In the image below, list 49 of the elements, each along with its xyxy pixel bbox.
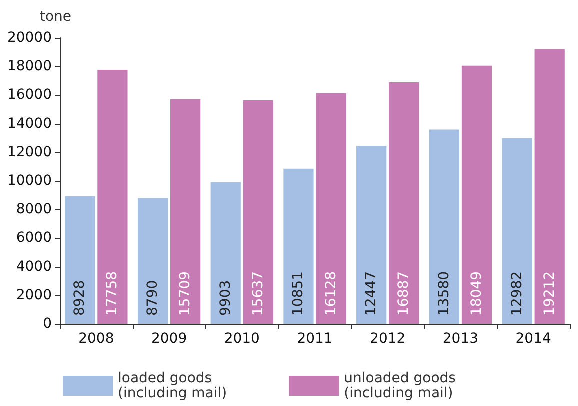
y-axis-title: tone bbox=[40, 9, 72, 25]
data-label: 8790 bbox=[145, 280, 162, 316]
bar bbox=[389, 82, 420, 324]
y-tick-label: 14000 bbox=[7, 116, 52, 132]
data-label: 15637 bbox=[250, 271, 266, 316]
x-tick-label: 2010 bbox=[224, 331, 260, 347]
data-label: 16128 bbox=[323, 271, 340, 316]
y-tick-label: 0 bbox=[43, 316, 52, 332]
x-tick-label: 2008 bbox=[78, 331, 114, 347]
bar bbox=[502, 138, 532, 324]
data-label: 17758 bbox=[104, 271, 121, 316]
x-tick-label: 2013 bbox=[442, 331, 479, 347]
data-label: 9903 bbox=[218, 280, 234, 316]
y-tick-label: 16000 bbox=[7, 87, 52, 104]
data-label: 15709 bbox=[178, 271, 194, 316]
y-tick-label: 10000 bbox=[7, 173, 52, 189]
bar bbox=[65, 196, 96, 324]
bar bbox=[316, 93, 346, 324]
data-label: 13580 bbox=[436, 271, 452, 316]
data-label: 19212 bbox=[542, 271, 558, 316]
x-tick-label: 2011 bbox=[297, 331, 333, 347]
data-label: 8928 bbox=[72, 280, 88, 316]
bar bbox=[243, 100, 274, 324]
y-tick-label: 4000 bbox=[16, 258, 52, 275]
bar bbox=[356, 146, 387, 324]
y-tick-label: 20000 bbox=[7, 30, 52, 46]
legend-label: loaded goods (including mail) bbox=[118, 370, 228, 402]
legend-label: unloaded goods (including mail) bbox=[344, 370, 456, 402]
y-tick-label: 12000 bbox=[7, 144, 52, 160]
data-label: 12982 bbox=[509, 271, 526, 316]
bar bbox=[462, 66, 492, 324]
y-tick-label: 2000 bbox=[16, 287, 52, 304]
bar bbox=[170, 99, 201, 324]
y-tick-label: 8000 bbox=[16, 202, 52, 218]
bar bbox=[98, 70, 128, 324]
data-label: 18049 bbox=[468, 271, 485, 316]
bar bbox=[429, 130, 460, 324]
data-label: 16887 bbox=[396, 271, 412, 316]
data-label: 12447 bbox=[364, 271, 380, 316]
y-tick-label: 18000 bbox=[7, 58, 52, 75]
bar bbox=[534, 49, 565, 324]
bar bbox=[210, 182, 241, 324]
bar bbox=[284, 168, 314, 324]
bar bbox=[138, 198, 168, 324]
data-label: 10851 bbox=[290, 271, 307, 316]
x-tick-label: 2009 bbox=[151, 331, 188, 347]
x-tick-label: 2014 bbox=[516, 331, 552, 347]
y-tick-label: 6000 bbox=[16, 230, 52, 246]
x-tick-label: 2012 bbox=[370, 331, 406, 347]
